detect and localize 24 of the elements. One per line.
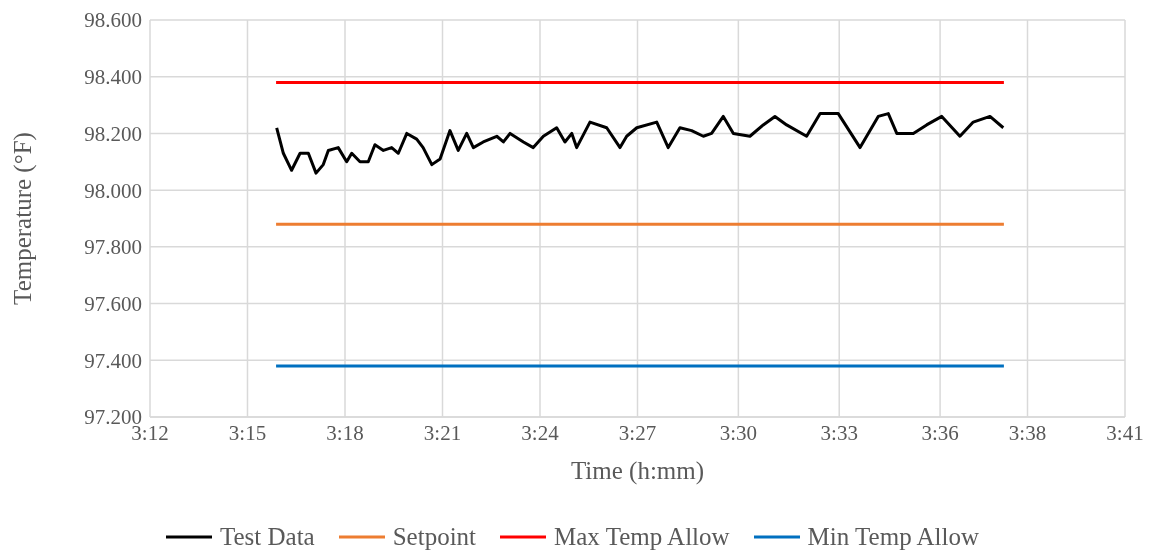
- x-tick-label: 3:27: [618, 420, 657, 445]
- legend-label: Setpoint: [391, 523, 477, 551]
- legend-label: Test Data: [218, 523, 315, 551]
- legend-label: Min Temp Allow: [806, 523, 980, 551]
- x-tick-label: 3:36: [921, 420, 959, 445]
- x-tick-label: 3:18: [326, 420, 364, 445]
- x-axis-title: Time (h:mm): [570, 457, 705, 485]
- x-tick-label: 3:41: [1106, 420, 1144, 445]
- y-tick-label: 97.600: [84, 292, 142, 317]
- x-tick-label: 3:38: [1008, 420, 1047, 445]
- x-tick-label: 3:33: [820, 420, 858, 445]
- x-tick-label: 3:21: [423, 420, 462, 445]
- y-tick-label: 98.600: [84, 8, 142, 33]
- legend-label: Max Temp Allow: [553, 523, 730, 551]
- x-tick-label: 3:30: [719, 420, 758, 445]
- y-tick-label: 98.000: [84, 178, 142, 203]
- x-tick-label: 3:15: [228, 420, 267, 445]
- line-series: [275, 112, 1005, 175]
- y-tick-label: 98.200: [84, 121, 142, 146]
- y-tick-label: 98.400: [84, 65, 142, 90]
- y-tick-label: 97.400: [84, 348, 142, 373]
- y-axis-title: Temperature (°F): [8, 132, 37, 305]
- y-tick-label: 97.800: [84, 235, 142, 260]
- x-tick-label: 3:24: [521, 420, 560, 445]
